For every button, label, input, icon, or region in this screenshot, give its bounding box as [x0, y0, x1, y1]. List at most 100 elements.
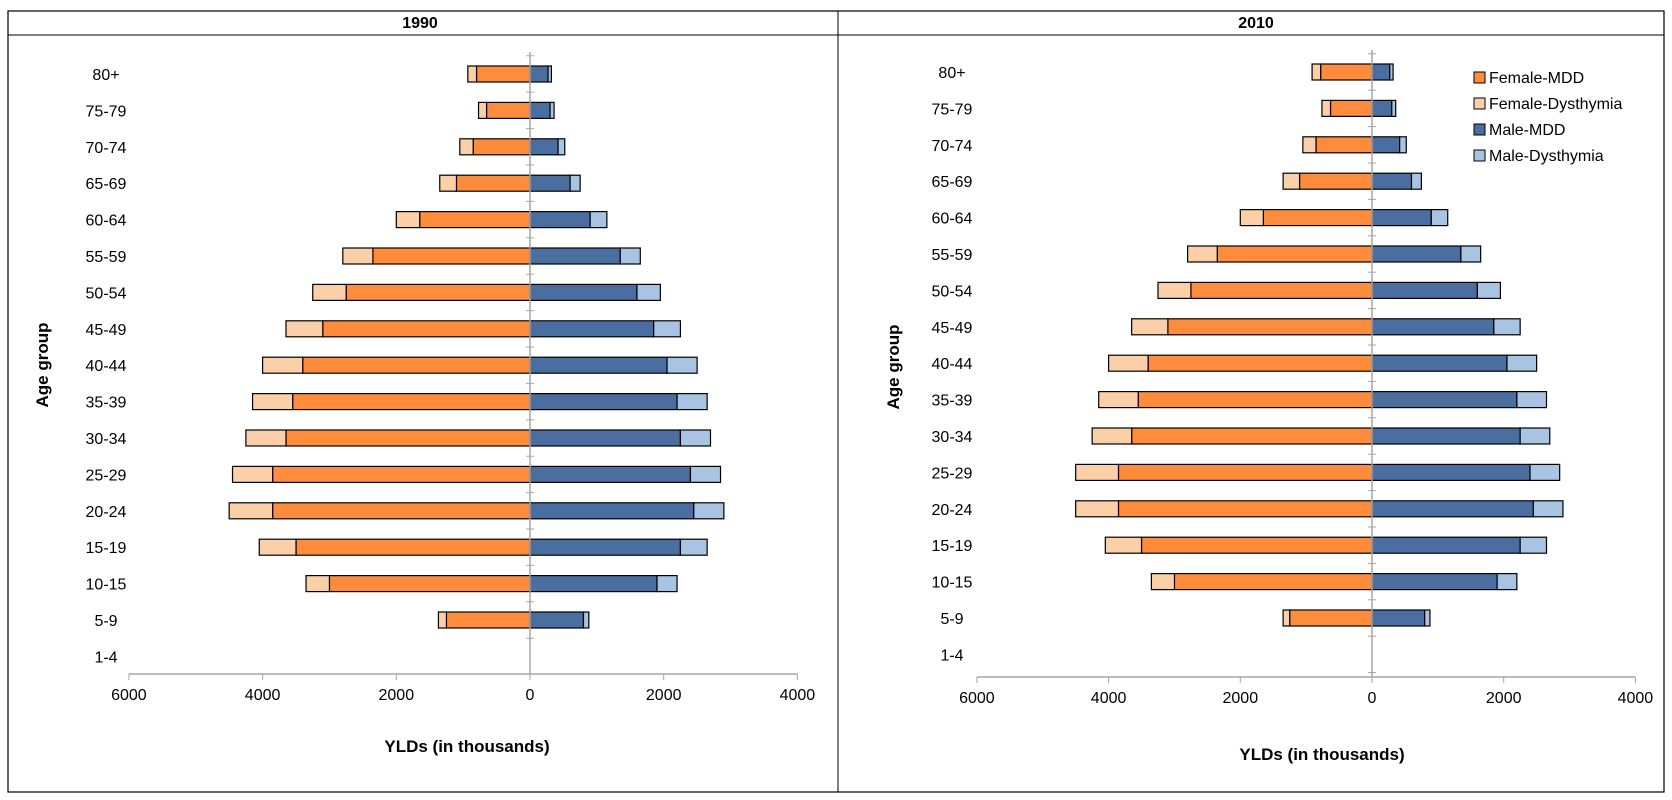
- category-label: 75-79: [86, 103, 127, 120]
- bar-2010-55-59-male-mdd: [1371, 245, 1462, 263]
- x-axis-title-2010: YLDs (in thousands): [1239, 745, 1404, 764]
- category-label: 10-15: [86, 577, 127, 594]
- bar-1990-50-54-female-dysthymia: [312, 283, 347, 301]
- x-tick-label: 6000: [111, 687, 147, 704]
- category-label: 35-39: [932, 393, 973, 410]
- legend-label-male-mdd: Male-MDD: [1489, 122, 1565, 139]
- bar-1990-65-69-female-dysthymia: [439, 174, 458, 192]
- bar-1990-15-19-female-mdd: [295, 538, 531, 556]
- panel-title-2010: 2010: [1238, 15, 1274, 32]
- bar-1990-45-49-male-mdd: [529, 320, 655, 338]
- bar-2010-60-64-female-dysthymia: [1239, 209, 1264, 227]
- bar-1990-10-15-male-dysthymia: [656, 574, 678, 593]
- bar-1990-45-49-male-dysthymia: [653, 320, 682, 338]
- x-tick-label: 2000: [379, 687, 415, 704]
- bar-2010-25-29-male-mdd: [1371, 463, 1531, 481]
- bar-2010-45-49-male-mdd: [1371, 318, 1495, 336]
- bar-1990-5-9-female-mdd: [445, 611, 531, 629]
- bar-2010-50-54-female-mdd: [1190, 281, 1373, 299]
- bar-1990-35-39-female-dysthymia: [251, 393, 294, 411]
- bar-1990-60-64-female-mdd: [419, 211, 531, 229]
- bar-1990-75-79-female-mdd: [485, 101, 531, 120]
- category-label: 30-34: [932, 429, 973, 446]
- bar-1990-75-79-male-mdd: [529, 101, 551, 120]
- panel-title-1990: 1990: [402, 15, 438, 32]
- bar-1990-30-34-male-dysthymia: [679, 429, 712, 447]
- bar-1990-55-59-male-mdd: [529, 247, 621, 265]
- bar-1990-50-54-female-mdd: [345, 283, 531, 301]
- category-label: 45-49: [932, 320, 973, 337]
- bar-2010-25-29-female-dysthymia: [1075, 463, 1120, 481]
- category-label: 70-74: [86, 140, 127, 157]
- panel-2010: 2010 Age group YLDs (in thousands) 80+ 75…: [884, 15, 1653, 764]
- bar-1990-60-64-male-mdd: [529, 211, 591, 229]
- legend-label-female-dysthymia: Female-Dysthymia: [1489, 96, 1622, 113]
- category-label: 15-19: [86, 540, 127, 557]
- category-label: 20-24: [932, 502, 973, 519]
- x-tick-label: 2000: [646, 687, 682, 704]
- bar-1990-5-9-female-dysthymia: [437, 611, 448, 629]
- axes-2010: [976, 50, 1636, 683]
- bar-2010-75-79-female-mdd: [1329, 99, 1373, 118]
- bar-1990-65-69-female-mdd: [455, 174, 531, 192]
- x-tick-label: 2000: [1486, 690, 1522, 707]
- bar-2010-20-24-female-mdd: [1117, 500, 1373, 518]
- bar-1990-50-54-male-dysthymia: [636, 283, 661, 301]
- bar-1990-20-24-female-dysthymia: [228, 502, 274, 520]
- x-tick-label: 4000: [1091, 690, 1127, 707]
- bar-1990-55-59-female-dysthymia: [342, 247, 374, 265]
- category-label: 60-64: [932, 211, 973, 228]
- bar-1990-70-74-male-mdd: [529, 138, 559, 156]
- outer-frame: [7, 10, 1665, 793]
- legend-swatch-female-dysthymia: [1473, 97, 1486, 110]
- bar-2010-70-74-male-mdd: [1371, 136, 1401, 154]
- bar-1990-45-49-female-dysthymia: [285, 320, 324, 338]
- bar-2010-30-34-male-dysthymia: [1519, 427, 1551, 445]
- bar-2010-15-19-female-mdd: [1140, 536, 1373, 554]
- bar-2010-70-74-female-dysthymia: [1302, 136, 1317, 154]
- category-label: 50-54: [932, 283, 973, 300]
- x-tick-label: 0: [1368, 690, 1377, 707]
- bar-1990-60-64-female-dysthymia: [395, 211, 421, 229]
- category-label: 40-44: [932, 356, 973, 373]
- bar-2010-25-29-female-mdd: [1117, 463, 1373, 481]
- figure-frame: [7, 10, 1665, 793]
- bar-1990-75-79-male-dysthymia: [549, 101, 555, 120]
- bar-1990-65-69-male-mdd: [529, 174, 571, 192]
- bar-1990-5-9-male-dysthymia: [582, 611, 590, 629]
- bar-1990-50-54-male-mdd: [529, 283, 638, 301]
- bars-2010: [1075, 63, 1564, 627]
- x-tick-label: 4000: [1618, 690, 1654, 707]
- category-labels-2010: 80+ 75-79 70-74 65-69 60-64 55-59 50-54 45-49 40…: [932, 65, 973, 664]
- bar-2010-65-69-female-dysthymia: [1282, 172, 1301, 190]
- bar-1990-80-female-dysthymia: [467, 65, 478, 83]
- bar-2010-55-59-male-dysthymia: [1460, 245, 1482, 263]
- bar-2010-15-19-female-dysthymia: [1104, 536, 1143, 554]
- bar-2010-75-79-male-dysthymia: [1391, 99, 1397, 118]
- bar-2010-60-64-female-mdd: [1262, 209, 1373, 227]
- category-label: 60-64: [86, 213, 127, 230]
- bar-1990-20-24-male-mdd: [529, 502, 695, 520]
- x-tick-label: 4000: [780, 687, 816, 704]
- bar-1990-40-44-male-mdd: [529, 356, 668, 374]
- y-axis-title-2010: Age group: [884, 325, 903, 410]
- bar-2010-65-69-male-dysthymia: [1410, 172, 1422, 190]
- bar-1990-10-15-female-mdd: [328, 574, 531, 593]
- bar-1990-25-29-female-dysthymia: [231, 465, 274, 483]
- legend: Female-MDD Female-Dysthymia Male-MDD Male-D…: [1473, 70, 1622, 165]
- category-label: 65-69: [932, 174, 973, 191]
- bar-1990-10-15-male-mdd: [529, 574, 658, 593]
- bar-2010-35-39-male-mdd: [1371, 391, 1518, 409]
- bar-2010-5-9-female-dysthymia: [1282, 609, 1291, 627]
- bar-2010-5-9-male-dysthymia: [1424, 609, 1431, 627]
- category-label: 50-54: [86, 285, 127, 302]
- bar-2010-25-29-male-dysthymia: [1529, 463, 1561, 481]
- bar-2010-5-9-female-mdd: [1289, 609, 1373, 627]
- bar-2010-15-19-male-mdd: [1371, 536, 1521, 554]
- bar-1990-20-24-male-dysthymia: [693, 502, 725, 520]
- bar-2010-30-34-male-mdd: [1371, 427, 1521, 445]
- bar-2010-80-female-dysthymia: [1311, 63, 1322, 81]
- legend-swatch-female-mdd: [1473, 71, 1486, 84]
- category-label: 15-19: [932, 538, 973, 555]
- bar-1990-20-24-female-mdd: [272, 502, 531, 520]
